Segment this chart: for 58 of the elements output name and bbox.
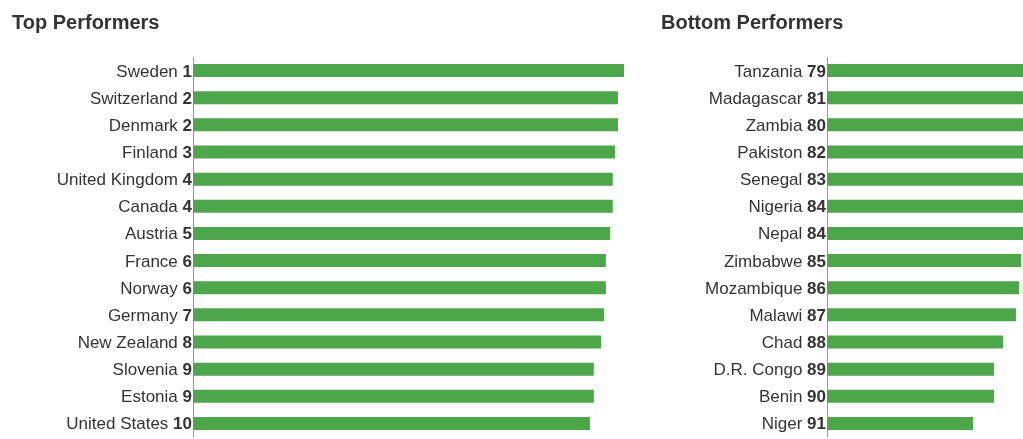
y-tick-label: Zambia 80: [745, 115, 826, 135]
bar: [193, 416, 590, 430]
y-tick-label: Germany 7: [107, 305, 192, 325]
bar: [193, 226, 611, 240]
chart-title: Bottom Performers: [661, 11, 844, 34]
bar: [193, 308, 605, 322]
y-tick-label: Benin 90: [758, 387, 826, 407]
y-tick-label: Finland 3: [122, 142, 192, 162]
bar: [193, 64, 624, 78]
bar: [827, 226, 1023, 240]
bar: [827, 281, 1020, 295]
bar: [827, 172, 1023, 186]
y-tick-label: Malawi 87: [749, 305, 826, 325]
y-tick-label: Canada 4: [118, 197, 193, 217]
bar: [827, 118, 1023, 132]
y-tick-label: Mozambique 86: [705, 278, 826, 298]
bar: [827, 64, 1023, 78]
bar: [193, 389, 594, 403]
y-tick-label: Slovenia 9: [112, 360, 192, 380]
bar: [827, 389, 994, 403]
bar: [827, 199, 1023, 213]
y-tick-label: Sweden 1: [116, 61, 192, 81]
y-tick-label: Chad 88: [761, 332, 826, 352]
bar: [193, 335, 602, 349]
y-tick-label: Madagascar 81: [708, 88, 826, 108]
bar: [193, 118, 618, 132]
y-tick-label: Nigeria 84: [748, 197, 827, 217]
bar: [827, 145, 1023, 159]
y-tick-label: Norway 6: [120, 278, 192, 298]
y-tick-label: D.R. Congo 89: [713, 360, 826, 380]
y-tick-label: Pakiston 82: [737, 142, 826, 162]
bar: [827, 362, 994, 376]
bar: [827, 308, 1016, 322]
y-tick-label: United States 10: [66, 414, 192, 434]
y-tick-label: Switzerland 2: [89, 88, 192, 108]
y-tick-label: Denmark 2: [108, 115, 192, 135]
bar: [193, 281, 606, 295]
y-tick-label: Senegal 83: [739, 170, 826, 190]
chart-title: Top Performers: [12, 11, 160, 34]
y-tick-label: New Zealand 8: [77, 332, 192, 352]
bar: [827, 91, 1023, 105]
bar: [827, 254, 1022, 268]
bar: [193, 254, 606, 268]
y-tick-label: France 6: [124, 251, 192, 271]
bar: [827, 416, 974, 430]
y-tick-label: United Kingdom 4: [56, 170, 193, 190]
y-tick-label: Zimbabwe 85: [723, 251, 826, 271]
bar: [193, 362, 594, 376]
bar: [193, 199, 613, 213]
y-tick-label: Austria 5: [124, 224, 192, 244]
bar: [193, 172, 613, 186]
y-tick-label: Niger 91: [761, 414, 826, 434]
bar: [193, 145, 615, 159]
bar: [193, 91, 618, 105]
bar: [827, 335, 1004, 349]
y-tick-label: Tanzania 79: [734, 61, 826, 81]
y-tick-label: Estonia 9: [121, 387, 192, 407]
y-tick-label: Nepal 84: [757, 224, 827, 244]
